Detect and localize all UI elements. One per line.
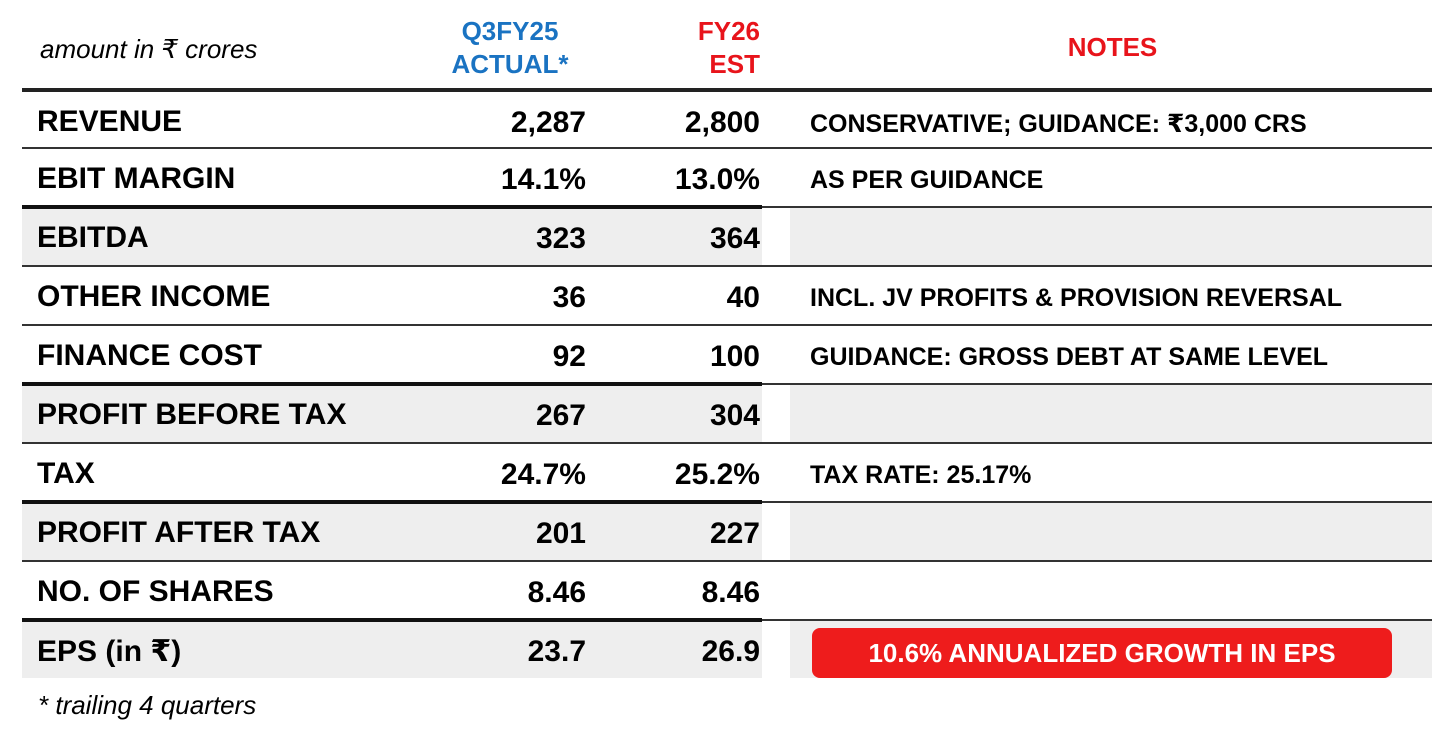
table-row-ebitda: EBITDA 323 364 bbox=[22, 205, 1432, 265]
column-header-actual-line2: ACTUAL* bbox=[451, 49, 569, 79]
column-header-actual-line1: Q3FY25 bbox=[461, 16, 559, 46]
row-value-estimate: 25.2% bbox=[674, 458, 760, 491]
column-header-estimate-line2: EST bbox=[709, 49, 760, 79]
row-value-estimate: 8.46 bbox=[701, 576, 760, 609]
row-background bbox=[22, 444, 762, 501]
row-value-actual: 24.7% bbox=[500, 458, 586, 491]
row-label: REVENUE bbox=[37, 105, 183, 138]
column-header-notes: NOTES bbox=[1067, 32, 1158, 62]
row-value-estimate: 100 bbox=[709, 340, 760, 373]
row-background bbox=[22, 621, 762, 678]
row-value-estimate: 26.9 bbox=[701, 635, 760, 668]
row-value-actual: 23.7 bbox=[527, 635, 586, 668]
row-note: AS PER GUIDANCE bbox=[810, 166, 1044, 194]
row-note-background bbox=[790, 562, 1432, 619]
row-label: FINANCE COST bbox=[37, 339, 262, 372]
row-label: NO. OF SHARES bbox=[37, 575, 274, 608]
eps-growth-highlight-badge: 10.6% ANNUALIZED GROWTH IN EPS bbox=[812, 628, 1392, 678]
row-note-background bbox=[790, 208, 1432, 265]
table-row-eps: EPS (in ₹) 23.7 26.9 10.6% ANNUALIZED GR… bbox=[22, 618, 1432, 678]
table-row-other-income: OTHER INCOME 36 40 INCL. JV PROFITS & PR… bbox=[22, 265, 1432, 324]
row-value-estimate: 13.0% bbox=[674, 163, 760, 196]
row-note: INCL. JV PROFITS & PROVISION REVERSAL bbox=[810, 284, 1343, 312]
row-label: PROFIT BEFORE TAX bbox=[37, 398, 347, 431]
row-value-actual: 201 bbox=[535, 517, 586, 550]
table-row-finance-cost: FINANCE COST 92 100 GUIDANCE: GROSS DEBT… bbox=[22, 324, 1432, 383]
row-note: GUIDANCE: GROSS DEBT AT SAME LEVEL bbox=[810, 343, 1329, 371]
row-value-actual: 92 bbox=[552, 340, 586, 373]
row-value-actual: 267 bbox=[535, 399, 586, 432]
table-row-profit-before-tax: PROFIT BEFORE TAX 267 304 bbox=[22, 382, 1432, 442]
row-value-actual: 14.1% bbox=[500, 163, 586, 196]
row-value-estimate: 364 bbox=[709, 222, 760, 255]
column-header-actual: Q3FY25 ACTUAL* bbox=[440, 15, 580, 81]
row-label: PROFIT AFTER TAX bbox=[37, 516, 321, 549]
row-divider bbox=[22, 618, 762, 622]
row-background bbox=[22, 208, 762, 265]
row-divider bbox=[22, 382, 762, 386]
row-value-estimate: 304 bbox=[709, 399, 760, 432]
row-divider bbox=[22, 205, 762, 209]
financial-table: REVENUE 2,287 2,800 CONSERVATIVE; GUIDAN… bbox=[22, 88, 1432, 678]
row-value-estimate: 40 bbox=[726, 281, 760, 314]
row-value-actual: 2,287 bbox=[510, 106, 586, 139]
table-row-tax: TAX 24.7% 25.2% TAX RATE: 25.17% bbox=[22, 442, 1432, 501]
table-row-ebit-margin: EBIT MARGIN 14.1% 13.0% AS PER GUIDANCE bbox=[22, 147, 1432, 206]
row-background bbox=[22, 385, 762, 442]
row-note-background bbox=[790, 385, 1432, 442]
row-label: OTHER INCOME bbox=[37, 280, 271, 313]
table-row-profit-after-tax: PROFIT AFTER TAX 201 227 bbox=[22, 500, 1432, 560]
row-value-actual: 323 bbox=[535, 222, 586, 255]
row-note-background bbox=[790, 503, 1432, 560]
table-row-revenue: REVENUE 2,287 2,800 CONSERVATIVE; GUIDAN… bbox=[22, 88, 1432, 147]
row-note: CONSERVATIVE; GUIDANCE: ₹3,000 CRS bbox=[810, 110, 1307, 138]
row-label: EPS (in ₹) bbox=[37, 635, 182, 668]
row-label: EBIT MARGIN bbox=[37, 162, 236, 195]
row-background bbox=[22, 503, 762, 560]
row-value-actual: 36 bbox=[552, 281, 586, 314]
column-header-estimate-line1: FY26 bbox=[697, 16, 760, 46]
footnote: * trailing 4 quarters bbox=[38, 690, 257, 720]
row-note: TAX RATE: 25.17% bbox=[810, 461, 1032, 489]
row-value-estimate: 2,800 bbox=[684, 106, 760, 139]
row-divider bbox=[22, 500, 762, 504]
table-row-no-of-shares: NO. OF SHARES 8.46 8.46 bbox=[22, 560, 1432, 619]
units-caption: amount in ₹ crores bbox=[40, 34, 258, 64]
row-label: EBITDA bbox=[37, 221, 149, 254]
column-header-estimate: FY26 EST bbox=[665, 15, 760, 81]
row-value-actual: 8.46 bbox=[527, 576, 586, 609]
row-value-estimate: 227 bbox=[709, 517, 760, 550]
row-label: TAX bbox=[37, 457, 95, 490]
